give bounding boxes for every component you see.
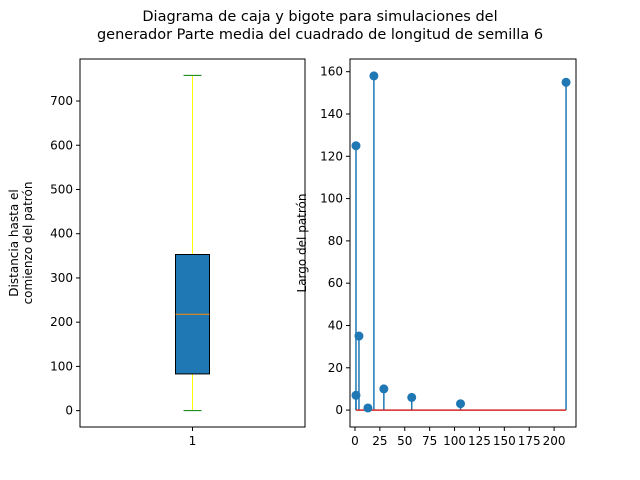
y-tick-label: 80 <box>328 234 343 248</box>
x-tick-label: 100 <box>443 434 466 448</box>
stem-marker <box>456 399 466 409</box>
y-tick-label: 160 <box>320 65 343 79</box>
y-tick-label: 120 <box>320 149 343 163</box>
y-tick-label: 600 <box>50 138 73 152</box>
y-tick-label: 100 <box>320 192 343 206</box>
stem-marker <box>561 77 571 87</box>
y-tick-label: 700 <box>50 94 73 108</box>
stem-marker <box>354 331 364 341</box>
x-tick-label: 50 <box>397 434 412 448</box>
y-axis-label-line: Distancia hasta el <box>7 189 21 296</box>
x-tick-label: 1 <box>189 434 197 448</box>
x-tick-label: 125 <box>468 434 491 448</box>
x-tick-label: 25 <box>372 434 387 448</box>
y-tick-label: 140 <box>320 107 343 121</box>
y-axis-label: Largo del patrón <box>295 194 309 293</box>
y-tick-label: 500 <box>50 182 73 196</box>
plot-area-frame <box>349 58 577 428</box>
y-tick-label: 40 <box>328 318 343 332</box>
y-tick-label: 400 <box>50 227 73 241</box>
figure-title-line-2: generador Parte media del cuadrado de lo… <box>96 27 544 43</box>
stem-marker <box>379 384 389 394</box>
y-tick-label: 0 <box>65 404 73 418</box>
stem-marker <box>351 141 361 151</box>
x-tick-label: 150 <box>493 434 516 448</box>
y-tick-label: 200 <box>50 315 73 329</box>
x-tick-label: 75 <box>422 434 437 448</box>
y-tick-label: 60 <box>328 276 343 290</box>
stem-marker <box>407 392 417 402</box>
stem-marker <box>351 390 361 400</box>
x-tick-label: 0 <box>351 434 359 448</box>
x-tick-label: 200 <box>543 434 566 448</box>
y-tick-label: 20 <box>328 361 343 375</box>
y-tick-label: 300 <box>50 271 73 285</box>
box-plot-panel: 0 100 200 300 400 500 600 700 1 Distancia hasta e… <box>7 58 306 448</box>
x-tick-label: 175 <box>518 434 541 448</box>
y-axis-label-line: comienzo del patrón <box>21 182 35 305</box>
stem-marker <box>369 71 379 81</box>
y-axis-label: Distancia hasta elcomienzo del patrón <box>7 182 35 305</box>
y-tick-label: 100 <box>50 359 73 373</box>
y-tick-label: 0 <box>335 403 343 417</box>
stem-marker <box>363 403 373 413</box>
figure-title-line-1: Diagrama de caja y bigote para simulacio… <box>142 9 498 25</box>
